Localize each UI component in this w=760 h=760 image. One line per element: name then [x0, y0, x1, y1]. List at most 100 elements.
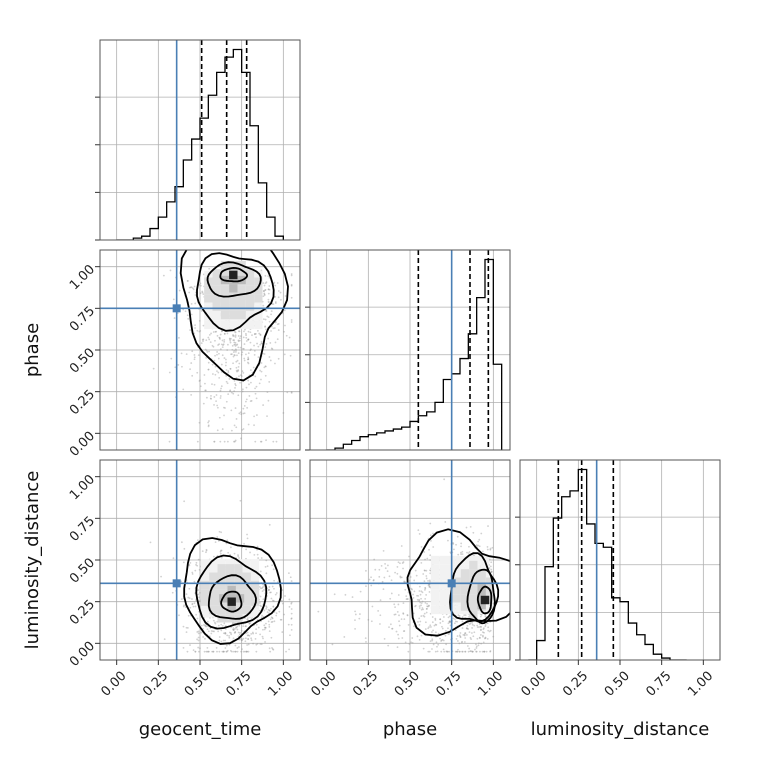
scatter-point [232, 629, 235, 631]
density-cell [229, 260, 238, 270]
scatter-point [290, 608, 293, 610]
scatter-point [205, 349, 208, 352]
scatter-point [220, 387, 222, 390]
scatter-point [269, 359, 272, 362]
scatter-point [439, 637, 441, 640]
scatter-point [212, 650, 215, 653]
scatter-point [235, 418, 238, 420]
scatter-point [257, 356, 260, 359]
scatter-point [418, 623, 421, 626]
scatter-point [423, 551, 426, 553]
scatter-point [458, 614, 461, 617]
y-axis-label: phase [22, 323, 43, 377]
scatter-point [228, 643, 231, 646]
scatter-point [290, 628, 293, 631]
scatter-point [428, 650, 431, 653]
scatter-point [183, 500, 186, 503]
scatter-point [199, 379, 201, 382]
density-cell [477, 600, 486, 610]
scatter-point [194, 302, 197, 305]
scatter-point [213, 555, 215, 558]
scatter-point [437, 643, 440, 646]
scatter-point [463, 641, 466, 643]
scatter-point [241, 390, 244, 393]
scatter-point [197, 639, 200, 642]
scatter-point [188, 564, 191, 567]
scatter-point [204, 625, 207, 628]
scatter-point [198, 600, 201, 602]
scatter-point [267, 589, 270, 591]
scatter-point [223, 338, 226, 341]
scatter-point [193, 358, 196, 361]
scatter-point [219, 550, 222, 553]
scatter-point [242, 347, 244, 350]
scatter-point [194, 324, 196, 327]
scatter-point [187, 614, 190, 617]
scatter-point [260, 557, 263, 559]
scatter-point [410, 641, 412, 644]
scatter-point [244, 328, 246, 331]
scatter-point [422, 573, 425, 575]
scatter-point [247, 356, 250, 359]
scatter-point [249, 622, 252, 624]
scatter-point [207, 650, 210, 653]
x-tick-label: 0.75 [434, 669, 465, 700]
scatter-point [441, 625, 443, 628]
scatter-point [232, 335, 234, 337]
scatter-point [288, 605, 291, 608]
scatter-point [254, 392, 257, 395]
x-axis-label: geocent_time [139, 719, 262, 740]
scatter-point [233, 335, 235, 337]
scatter-point [203, 650, 206, 653]
scatter-point [260, 605, 263, 608]
scatter-point [199, 330, 202, 332]
density-cell [229, 270, 238, 280]
scatter-point [178, 336, 180, 339]
scatter-point [473, 624, 476, 627]
scatter-point [262, 628, 264, 631]
scatter-point [419, 601, 422, 604]
scatter-point [226, 649, 229, 652]
scatter-point [262, 318, 265, 321]
scatter-point [269, 650, 272, 653]
scatter-point [396, 646, 399, 649]
scatter-point [243, 343, 246, 345]
scatter-point [482, 641, 485, 644]
density-cell [200, 559, 210, 568]
density-cell [485, 577, 495, 586]
scatter-point [189, 286, 192, 289]
scatter-point [237, 340, 240, 343]
scatter-point [408, 643, 411, 645]
density-cell [234, 559, 243, 568]
scatter-point [399, 562, 401, 565]
histogram-bin [393, 429, 401, 450]
scatter-point [265, 328, 267, 331]
scatter-point [488, 630, 491, 633]
scatter-point [432, 532, 434, 535]
scatter-point [208, 420, 210, 422]
scatter-point [464, 614, 467, 617]
scatter-point [272, 568, 275, 571]
scatter-point [425, 577, 428, 580]
scatter-point [200, 624, 203, 627]
scatter-point [244, 625, 247, 628]
density-cell [452, 577, 461, 586]
scatter-point [469, 622, 472, 625]
scatter-point [242, 412, 245, 415]
scatter-point [343, 636, 346, 638]
scatter-point [461, 550, 464, 553]
scatter-point [368, 578, 371, 581]
scatter-point [354, 628, 356, 630]
scatter-point [229, 338, 231, 341]
scatter-point [267, 288, 270, 291]
scatter-point [420, 561, 423, 564]
y-tick-label: 0.25 [67, 597, 98, 628]
scatter-point [492, 618, 494, 621]
scatter-point [241, 370, 244, 373]
scatter-point [192, 605, 195, 608]
scatter-point [432, 629, 434, 632]
scatter-point [273, 327, 276, 329]
scatter-point [416, 635, 419, 638]
scatter-point [199, 591, 201, 594]
x-tick-label: 0.00 [519, 669, 550, 700]
